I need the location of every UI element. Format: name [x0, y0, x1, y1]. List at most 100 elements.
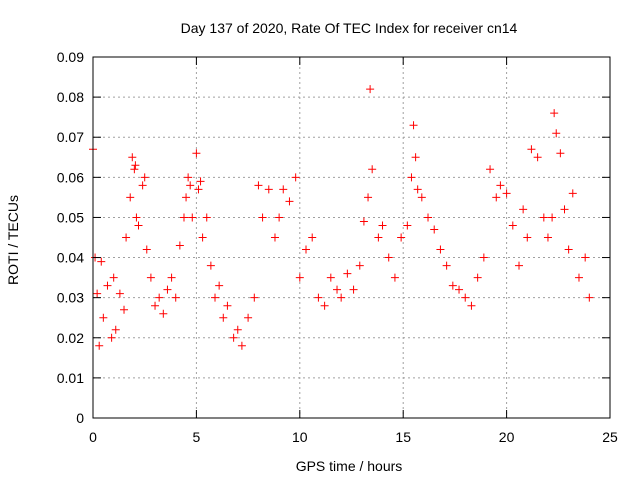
data-point: [550, 109, 559, 118]
data-point: [403, 221, 412, 230]
y-axis-label: ROTI / TECUs: [5, 195, 21, 285]
data-point: [539, 213, 548, 222]
data-point: [131, 161, 140, 170]
data-point: [552, 129, 561, 138]
data-point: [291, 173, 300, 182]
x-tick-label: 0: [89, 429, 97, 445]
data-point: [397, 233, 406, 242]
y-tick-label: 0.07: [57, 129, 84, 145]
data-point: [93, 289, 102, 298]
data-point: [159, 309, 168, 318]
y-tick-label: 0.09: [57, 49, 84, 65]
data-point: [229, 333, 238, 342]
data-point: [543, 233, 552, 242]
x-tick-label: 5: [193, 429, 201, 445]
data-point: [198, 233, 207, 242]
y-tick-label: 0.08: [57, 89, 84, 105]
y-tick-label: 0.02: [57, 330, 84, 346]
data-point: [97, 257, 106, 266]
data-point: [407, 173, 416, 182]
data-point: [134, 221, 143, 230]
data-point: [343, 269, 352, 278]
data-point: [186, 181, 195, 190]
data-point: [455, 285, 464, 294]
data-point: [337, 293, 346, 302]
data-point: [196, 177, 205, 186]
data-point: [182, 193, 191, 202]
data-point: [515, 261, 524, 270]
data-point: [120, 305, 129, 314]
data-point: [126, 193, 135, 202]
data-point: [556, 149, 565, 158]
y-tick-label: 0.03: [57, 290, 84, 306]
data-point: [496, 181, 505, 190]
data-point: [467, 301, 476, 310]
data-point: [194, 185, 203, 194]
data-point: [326, 273, 335, 282]
data-point: [479, 253, 488, 262]
y-tick-label: 0.06: [57, 169, 84, 185]
data-point: [279, 185, 288, 194]
y-tick-label: 0.05: [57, 209, 84, 225]
data-point: [359, 217, 368, 226]
data-point: [128, 153, 137, 162]
data-point: [155, 293, 164, 302]
data-point: [107, 333, 116, 342]
x-tick-label: 20: [499, 429, 515, 445]
data-point: [146, 273, 155, 282]
data-point: [95, 341, 104, 350]
data-point: [442, 261, 451, 270]
data-point: [548, 213, 557, 222]
chart-title: Day 137 of 2020, Rate Of TEC Index for r…: [181, 20, 518, 36]
data-points: [89, 85, 594, 350]
data-point: [179, 213, 188, 222]
data-point: [295, 273, 304, 282]
data-point: [355, 261, 364, 270]
data-point: [461, 293, 470, 302]
data-point: [448, 281, 457, 290]
data-point: [111, 325, 120, 334]
data-point: [374, 233, 383, 242]
data-point: [585, 293, 594, 302]
data-point: [568, 189, 577, 198]
data-point: [192, 149, 201, 158]
data-point: [527, 145, 536, 154]
data-point: [99, 313, 108, 322]
data-point: [302, 245, 311, 254]
data-point: [364, 193, 373, 202]
data-point: [219, 313, 228, 322]
data-point: [163, 285, 172, 294]
data-point: [233, 325, 242, 334]
data-point: [140, 173, 149, 182]
data-point: [184, 173, 193, 182]
data-point: [206, 261, 215, 270]
data-point: [492, 193, 501, 202]
data-point: [560, 205, 569, 214]
data-point: [349, 285, 358, 294]
data-point: [237, 341, 246, 350]
y-tick-label: 0.04: [57, 250, 84, 266]
x-tick-label: 25: [602, 429, 618, 445]
data-point: [574, 273, 583, 282]
data-point: [151, 301, 160, 310]
data-point: [502, 189, 511, 198]
data-point: [138, 181, 147, 190]
x-axis-label: GPS time / hours: [296, 458, 403, 474]
data-point: [519, 205, 528, 214]
data-point: [564, 245, 573, 254]
data-point: [223, 301, 232, 310]
data-point: [275, 213, 284, 222]
data-point: [171, 293, 180, 302]
data-point: [508, 221, 517, 230]
data-point: [320, 301, 329, 310]
data-point: [270, 233, 279, 242]
data-point: [211, 293, 220, 302]
data-point: [175, 241, 184, 250]
data-point: [409, 121, 418, 130]
x-tick-label: 10: [292, 429, 308, 445]
data-point: [103, 281, 112, 290]
data-point: [424, 213, 433, 222]
y-tick-label: 0: [76, 410, 84, 426]
data-point: [130, 165, 139, 174]
data-point: [122, 233, 131, 242]
